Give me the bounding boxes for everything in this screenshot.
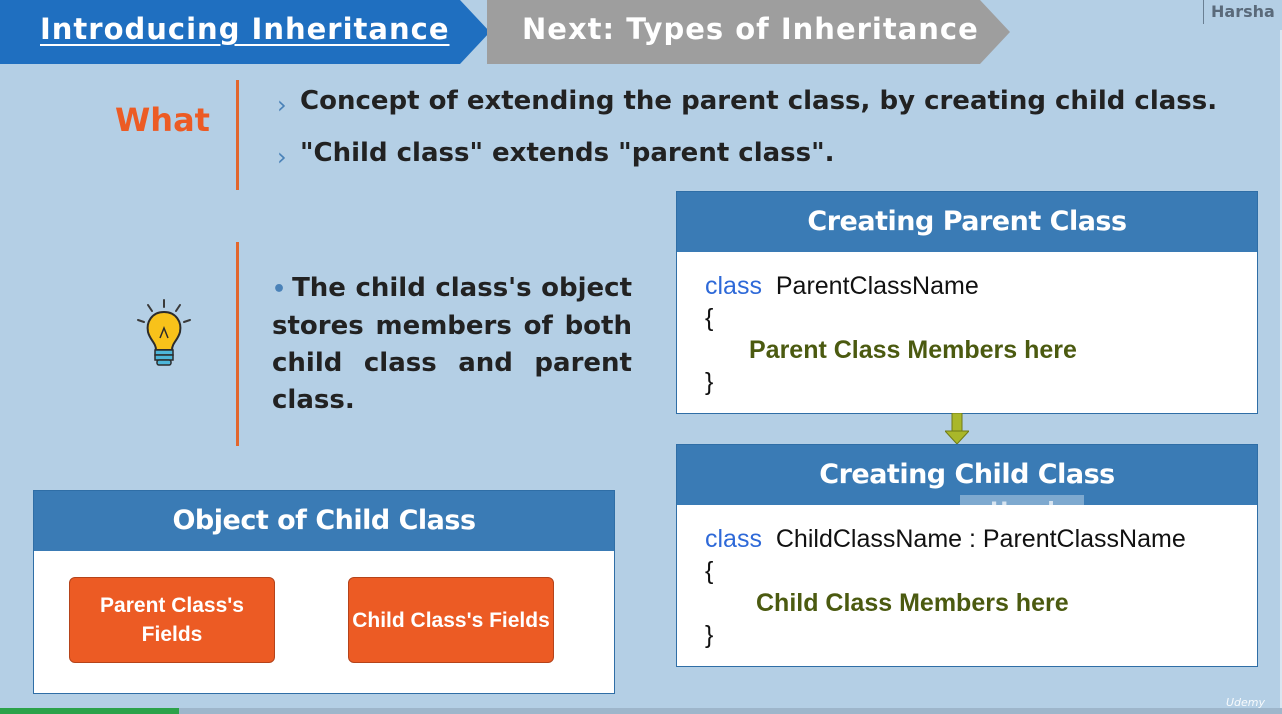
- child-class-members: Child Class Members here: [756, 589, 1069, 617]
- class-keyword: class: [705, 525, 762, 553]
- idea-divider: [236, 242, 239, 446]
- video-progress-fill: [0, 708, 180, 714]
- what-label: What: [115, 101, 210, 139]
- object-box: Object of Child Class Parent Class's Fie…: [33, 490, 615, 694]
- close-brace: }: [705, 368, 714, 396]
- parent-class-name: ParentClassName: [775, 272, 979, 300]
- arrow-down-icon: [943, 412, 971, 449]
- what-point-2: "Child class" extends "parent class".: [300, 138, 835, 168]
- next-section-title: Next: Types of Inheritance: [522, 12, 979, 46]
- bullet-icon: •: [272, 277, 287, 302]
- idea-text: • The child class's object stores members…: [272, 270, 632, 419]
- what-divider: [236, 80, 239, 190]
- next-section-chevron: [487, 0, 1010, 64]
- object-box-title: Object of Child Class: [34, 491, 614, 551]
- open-brace: {: [705, 304, 714, 332]
- current-section-chevron: [0, 0, 490, 64]
- brand-label: Harsha: [1203, 0, 1275, 24]
- header-bar: Introducing Inheritance Next: Types of I…: [0, 0, 1282, 66]
- chevron-right-icon: ›: [277, 143, 287, 171]
- child-fields-block: Child Class's Fields: [348, 577, 554, 663]
- child-class-title: Creating Child Class: [677, 445, 1257, 505]
- video-progress-track[interactable]: [0, 708, 1282, 714]
- lightbulb-icon: [134, 298, 194, 378]
- open-brace: {: [705, 557, 714, 585]
- class-keyword: class: [705, 272, 762, 300]
- parent-class-members: Parent Class Members here: [749, 336, 1077, 364]
- udemy-logo: Udemy: [1226, 696, 1266, 709]
- parent-class-box: Creating Parent Class class ParentClassN…: [676, 191, 1258, 414]
- scrollbar-track: [1280, 30, 1282, 714]
- chevron-right-icon: ›: [277, 91, 287, 119]
- parent-class-declaration: class ParentClassName: [705, 272, 979, 301]
- parent-fields-block: Parent Class's Fields: [69, 577, 275, 663]
- child-class-box: Creating Child Class class ChildClassNam…: [676, 444, 1258, 667]
- what-point-1: Concept of extending the parent class, b…: [300, 86, 1218, 116]
- child-class-name: ChildClassName : ParentClassName: [775, 525, 1186, 553]
- watermark-logo: Harsha: [960, 495, 1084, 529]
- child-class-declaration: class ChildClassName : ParentClassName: [705, 525, 1186, 554]
- idea-text-body: The child class's object stores members …: [272, 273, 632, 415]
- parent-class-title: Creating Parent Class: [677, 192, 1257, 252]
- close-brace: }: [705, 621, 714, 649]
- current-section-title: Introducing Inheritance: [40, 12, 450, 46]
